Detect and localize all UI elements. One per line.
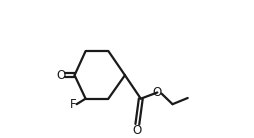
Text: O: O (153, 86, 162, 99)
Text: O: O (133, 124, 142, 137)
Text: F: F (70, 98, 76, 111)
Text: O: O (56, 69, 65, 82)
